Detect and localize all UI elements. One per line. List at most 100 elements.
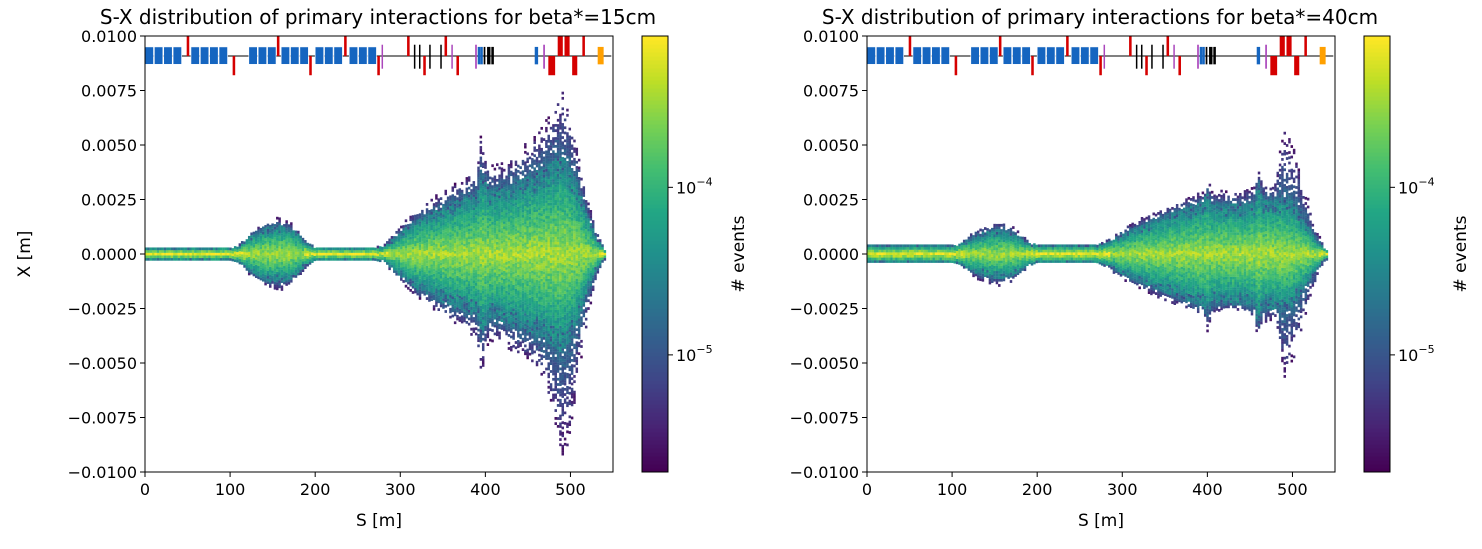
heatmap-cell [470, 275, 473, 279]
heatmap-cell [470, 293, 473, 297]
heatmap-cell [301, 256, 305, 259]
heatmap-cell [538, 270, 541, 273]
heatmap-cell [503, 310, 506, 313]
heatmap-cell [425, 213, 429, 217]
heatmap-cell [552, 309, 555, 313]
heatmap-cell [535, 324, 539, 328]
heatmap-cell [418, 249, 422, 253]
heatmap-cell [243, 251, 246, 255]
heatmap-cell [556, 367, 560, 371]
heatmap-cell [526, 186, 529, 190]
heatmap-cell [542, 242, 546, 246]
heatmap-cell [407, 260, 410, 264]
heatmap-cell [533, 332, 536, 335]
heatmap-cell [472, 228, 476, 231]
heatmap-cell [264, 256, 267, 260]
heatmap-cell [556, 349, 560, 352]
heatmap-cell [538, 251, 541, 255]
heatmap-cell [554, 233, 557, 237]
heatmap-cell [559, 286, 562, 290]
heatmap-cell [500, 282, 504, 286]
heatmap-cell [311, 260, 314, 263]
heatmap-cell [444, 281, 448, 285]
heatmap-cell [503, 297, 506, 300]
heatmap-cell [425, 286, 429, 290]
heatmap-cell [304, 242, 307, 246]
heatmap-cell [465, 211, 469, 214]
heatmap-cell [474, 301, 478, 304]
heatmap-cell [481, 191, 485, 195]
heatmap-cell [540, 299, 543, 303]
heatmap-cell [435, 267, 438, 271]
heatmap-cell [512, 200, 515, 204]
heatmap-cell [552, 247, 555, 250]
heatmap-cell [446, 259, 450, 263]
heatmap-cell [458, 272, 462, 275]
heatmap-cell [156, 252, 160, 256]
heatmap-cell [500, 211, 504, 215]
heatmap-cell [535, 311, 539, 314]
heatmap-cell [507, 328, 511, 332]
heatmap-cell [491, 287, 494, 291]
heatmap-cell [287, 263, 291, 267]
heatmap-cell [479, 276, 483, 280]
heatmap-cell [526, 298, 529, 302]
heatmap-cell [453, 214, 457, 217]
heatmap-cell [460, 318, 464, 321]
heatmap-cell [547, 184, 550, 188]
heatmap-cell [507, 203, 511, 206]
heatmap-cell [549, 252, 553, 256]
heatmap-cell [474, 256, 478, 260]
heatmap-cell [147, 257, 150, 261]
heatmap-cell [505, 206, 508, 210]
heatmap-cell [556, 129, 560, 133]
heatmap-cell [437, 308, 440, 312]
heatmap-cell [524, 297, 527, 301]
heatmap-cell [428, 225, 431, 229]
heatmap-cell [463, 301, 466, 304]
heatmap-cell [409, 239, 412, 243]
heatmap-cell [409, 273, 412, 277]
heatmap-cell [519, 213, 522, 217]
heatmap-cell [428, 298, 431, 302]
heatmap-cell [542, 193, 546, 196]
heatmap-cell [498, 292, 501, 296]
heatmap-cell [549, 304, 553, 308]
heatmap-cell [519, 270, 522, 274]
heatmap-cell [554, 385, 557, 389]
heatmap-cell [545, 257, 548, 261]
heatmap-cell [531, 322, 534, 326]
heatmap-cell [243, 257, 246, 260]
heatmap-cell [503, 323, 506, 326]
heatmap-cell [273, 284, 277, 287]
heatmap-cell [205, 250, 209, 253]
heatmap-cell [547, 299, 550, 303]
heatmap-cell [257, 273, 260, 277]
heatmap-cell [472, 298, 476, 302]
heatmap-cell [517, 185, 520, 189]
heatmap-cell [407, 252, 410, 256]
heatmap-cell [236, 259, 239, 263]
heatmap-cell [393, 238, 396, 242]
heatmap-cell [514, 288, 518, 292]
heatmap-cell [517, 329, 520, 333]
heatmap-cell [510, 277, 513, 281]
heatmap-cell [517, 340, 520, 343]
heatmap-cell [549, 312, 553, 316]
heatmap-cell [402, 280, 405, 283]
heatmap-cell [250, 269, 253, 272]
heatmap-cell [264, 232, 267, 236]
heatmap-cell [320, 257, 323, 261]
heatmap-cell [528, 318, 532, 322]
heatmap-cell [285, 222, 288, 226]
heatmap-cell [528, 216, 532, 220]
heatmap-cell [449, 273, 452, 277]
heatmap-cell [474, 233, 478, 236]
heatmap-cell [437, 258, 440, 262]
heatmap-cell [500, 175, 504, 179]
heatmap-cell [531, 315, 534, 318]
heatmap-cell [538, 345, 541, 349]
heatmap-cell [554, 178, 557, 182]
heatmap-cell [320, 247, 323, 251]
heatmap-cell [259, 248, 263, 252]
